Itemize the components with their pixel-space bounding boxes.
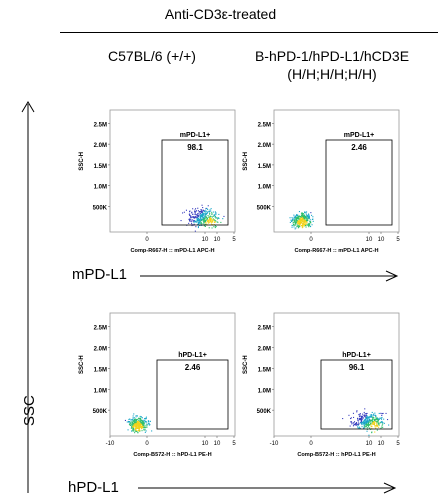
gate-rectangle xyxy=(325,139,393,226)
column-header-wildtype: C57BL/6 (+/+) xyxy=(108,48,196,64)
gate-name: mPD-L1+ xyxy=(344,132,375,139)
y-tick-label: 1.5M xyxy=(94,164,107,170)
x-axis-label: Comp-R667-H :: mPD-L1 APC-H xyxy=(294,248,378,254)
y-tick-label: 500K xyxy=(93,409,108,415)
x-tick-label: 10 xyxy=(378,237,385,243)
y-tick-label: 1.0M xyxy=(94,185,107,191)
ssc-axis-label: SSC xyxy=(21,395,38,426)
gate-rectangle xyxy=(320,359,393,430)
ssc-arrow xyxy=(21,101,35,493)
plot-frame xyxy=(109,109,236,233)
y-axis-label: SSC-H xyxy=(243,355,249,374)
x-axis-label: Comp-R667-H :: mPD-L1 APC-H xyxy=(130,248,214,254)
x-tick-label: 5 xyxy=(396,237,400,243)
plot-frame xyxy=(109,312,236,437)
y-tick-label: 500K xyxy=(257,409,272,415)
x-tick-label: -10 xyxy=(106,441,115,447)
flow-panel-row1-col2: 2.5M 2.0M 1.5M 1.0M 500K SSC-H 0 10 10 5 Comp-R667… xyxy=(243,109,400,254)
y-axis-label: SSC-H xyxy=(79,152,85,171)
y-tick-label: 2.5M xyxy=(94,122,107,128)
plot-frame xyxy=(273,312,400,437)
flow-panel-row1-col1: 2.5M 2.0M 1.5M 1.0M 500K SSC-H 0 10 10 5 Comp-R667… xyxy=(79,109,236,254)
y-tick-label: 2.0M xyxy=(258,346,271,352)
x-tick-label: 10 xyxy=(378,441,385,447)
row1-marker-arrow xyxy=(140,270,399,282)
x-tick-label: -10 xyxy=(270,441,279,447)
gate-rectangle xyxy=(161,139,229,226)
y-tick-label: 2.0M xyxy=(94,143,107,149)
column-header-humanized: B-hPD-1/hPD-L1/hCD3E xyxy=(254,48,410,64)
x-tick-label: 10 xyxy=(202,237,209,243)
y-tick-label: 1.0M xyxy=(94,388,107,394)
x-tick-label: 0 xyxy=(309,441,313,447)
x-tick-label: 5 xyxy=(232,441,236,447)
event-cloud xyxy=(124,413,153,434)
event-cloud xyxy=(180,204,225,232)
y-tick-label: 2.0M xyxy=(258,143,271,149)
x-tick-label: 10 xyxy=(202,441,209,447)
gate-percent: 2.46 xyxy=(185,363,201,372)
title-divider xyxy=(60,32,438,33)
gate-percent: 2.46 xyxy=(351,143,367,152)
y-tick-label: 1.5M xyxy=(94,367,107,373)
x-axis-label: Comp-B572-H :: hPD-L1 PE-H xyxy=(133,452,211,458)
y-tick-label: 500K xyxy=(93,205,108,211)
gate-percent: 96.1 xyxy=(349,363,365,372)
y-axis-label: SSC-H xyxy=(243,152,249,171)
y-tick-label: 2.0M xyxy=(94,346,107,352)
gate-name: hPD-L1+ xyxy=(178,352,207,359)
gate-name: mPD-L1+ xyxy=(180,132,211,139)
y-tick-label: 1.0M xyxy=(258,185,271,191)
y-tick-label: 2.5M xyxy=(258,326,271,332)
event-cloud xyxy=(342,408,390,436)
plot-frame xyxy=(273,109,400,233)
figure-title: Anti-CD3ε-treated xyxy=(164,6,277,22)
flow-panel-row2-col1: 2.5M 2.0M 1.5M 1.0M 500K SSC-H -10 0 10 10 5 Comp-B… xyxy=(79,312,236,458)
gate-rectangle xyxy=(156,359,229,430)
row2-marker-label: hPD-L1 xyxy=(68,479,119,496)
x-tick-label: 0 xyxy=(145,237,149,243)
row1-marker-label: mPD-L1 xyxy=(72,266,128,283)
x-tick-label: 5 xyxy=(396,441,400,447)
gate-percent: 98.1 xyxy=(187,143,203,152)
x-tick-label: 10 xyxy=(366,237,373,243)
y-tick-label: 500K xyxy=(257,205,272,211)
y-tick-label: 2.5M xyxy=(258,122,271,128)
event-cloud xyxy=(289,211,314,230)
y-tick-label: 1.5M xyxy=(258,367,271,373)
x-tick-label: 10 xyxy=(366,441,373,447)
x-tick-label: 0 xyxy=(309,237,313,243)
x-tick-label: 5 xyxy=(232,237,236,243)
column-header-genotype: (H/H;H/H;H/H) xyxy=(287,66,377,82)
x-tick-label: 10 xyxy=(214,237,221,243)
y-tick-label: 1.5M xyxy=(258,164,271,170)
x-tick-label: 10 xyxy=(214,441,221,447)
row2-marker-arrow xyxy=(138,482,397,494)
flow-panel-row2-col2: 2.5M 2.0M 1.5M 1.0M 500K SSC-H -10 0 10 10 5 Comp-B… xyxy=(243,312,400,458)
y-axis-label: SSC-H xyxy=(79,355,85,374)
y-tick-label: 1.0M xyxy=(258,388,271,394)
gate-name: hPD-L1+ xyxy=(342,352,371,359)
y-tick-label: 2.5M xyxy=(94,326,107,332)
x-tick-label: 0 xyxy=(145,441,149,447)
x-axis-label: Comp-B572-H :: hPD-L1 PE-H xyxy=(297,452,375,458)
